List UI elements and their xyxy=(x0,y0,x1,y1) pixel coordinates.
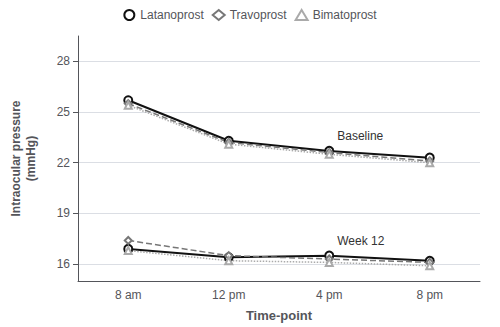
svg-text:8 am: 8 am xyxy=(115,288,142,302)
svg-text:Travoprost: Travoprost xyxy=(230,8,288,22)
svg-text:(mmHg): (mmHg) xyxy=(24,136,38,181)
svg-text:25: 25 xyxy=(57,105,71,119)
svg-text:4 pm: 4 pm xyxy=(316,288,343,302)
svg-text:8 pm: 8 pm xyxy=(416,288,443,302)
svg-text:Latanoprost: Latanoprost xyxy=(140,8,204,22)
svg-text:Intraocular pressure: Intraocular pressure xyxy=(9,100,23,216)
svg-text:19: 19 xyxy=(57,206,71,220)
svg-text:Bimatoprost: Bimatoprost xyxy=(313,8,378,22)
svg-text:Baseline: Baseline xyxy=(337,129,383,143)
svg-text:12 pm: 12 pm xyxy=(212,288,245,302)
svg-text:Time-point: Time-point xyxy=(246,308,313,323)
svg-text:Week 12: Week 12 xyxy=(337,234,384,248)
svg-text:16: 16 xyxy=(57,257,71,271)
svg-text:28: 28 xyxy=(57,54,71,68)
svg-text:22: 22 xyxy=(57,156,71,170)
